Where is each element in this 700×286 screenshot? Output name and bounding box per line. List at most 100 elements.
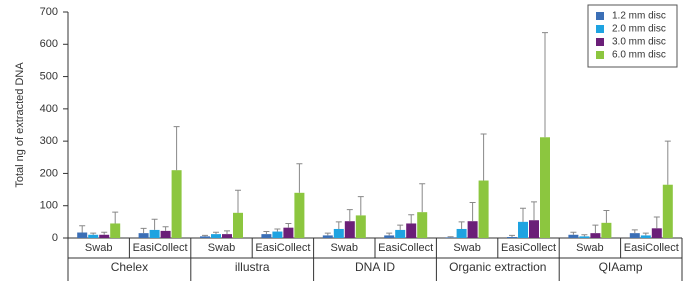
error-bar [151,218,158,230]
bar [272,231,283,238]
x-tick-label: Swab [453,242,481,254]
bar [640,235,651,238]
error-bar [173,126,180,171]
bar [294,192,305,238]
error-bar [224,230,230,235]
y-tick-label: 100 [40,200,58,212]
error-bar [458,221,465,229]
x-tick-label: EasiCollect [378,242,433,254]
bar [518,221,528,238]
bar [651,228,662,238]
group-label: DNA ID [355,260,395,274]
bar [283,227,294,238]
bar [200,236,210,238]
bar [507,237,517,238]
bar [456,228,467,238]
x-tick-label: EasiCollect [255,242,310,254]
legend-label: 6.0 mm disc [612,50,666,61]
error-bar [263,231,270,235]
error-bar [235,189,241,213]
error-bar [631,229,638,234]
bar [384,235,395,238]
bar [540,137,550,238]
error-bar [274,228,281,232]
bar [110,223,121,238]
y-tick-label: 500 [40,70,58,82]
bar [662,184,673,238]
group-label: illustra [235,260,270,274]
legend-label: 2.0 mm disc [612,24,666,35]
legend-label: 3.0 mm disc [612,37,666,48]
error-bar [642,232,649,236]
error-bar [90,232,97,235]
bar [355,215,366,238]
error-bar [357,196,364,216]
error-bar [531,201,537,221]
error-bar [509,234,515,238]
error-bar [213,231,219,235]
legend-swatch [596,51,604,59]
y-tick-label: 300 [40,135,58,147]
group-label: Organic extraction [449,260,546,274]
error-bar [592,224,599,234]
error-bar [79,225,86,233]
bar [406,223,417,238]
bar [590,233,601,238]
bar [160,230,171,238]
bar [211,234,221,238]
legend-swatch [596,38,604,46]
bar [77,232,88,238]
error-bar [346,209,353,222]
error-bar [162,226,169,231]
error-bar [603,210,610,223]
bar [138,233,149,238]
x-tick-label: EasiCollect [501,242,556,254]
error-bar [542,32,548,138]
error-bar [140,227,147,234]
y-tick-label: 700 [40,6,58,18]
error-bar [285,222,292,228]
error-bar [664,140,671,185]
bar [149,229,160,238]
bar [601,222,612,238]
bar [333,228,344,238]
x-tick-label: Swab [331,242,359,254]
y-tick-label: 400 [40,103,58,115]
bar [417,212,428,238]
bar [395,229,406,238]
error-bar [469,201,476,222]
bar [233,212,243,238]
error-bar [419,183,426,213]
bar [261,234,272,238]
error-bar [386,232,393,236]
error-bar [408,214,415,224]
bar [568,234,579,238]
y-axis-title: Total ng of extracted DNA [14,62,26,188]
error-bar [447,236,454,238]
legend-label: 1.2 mm disc [612,11,666,22]
error-bar [101,231,108,235]
error-bar [480,133,487,181]
x-tick-label: Swab [576,242,604,254]
x-tick-label: Swab [85,242,113,254]
error-bar [296,163,303,193]
bar [99,234,110,238]
group-label: Chelex [111,260,148,274]
bar [445,237,456,238]
bar [344,221,355,238]
bar [467,221,478,238]
error-bar [397,224,404,230]
y-tick-label: 0 [52,232,58,244]
bar [629,233,640,238]
x-tick-label: Swab [208,242,236,254]
error-bar [520,207,526,222]
error-bar [202,234,208,237]
legend-swatch [596,12,604,20]
bar [478,180,489,238]
bar [579,236,590,238]
error-bar [653,216,660,229]
error-bar [335,221,342,229]
error-bar [570,231,577,235]
y-tick-label: 200 [40,167,58,179]
